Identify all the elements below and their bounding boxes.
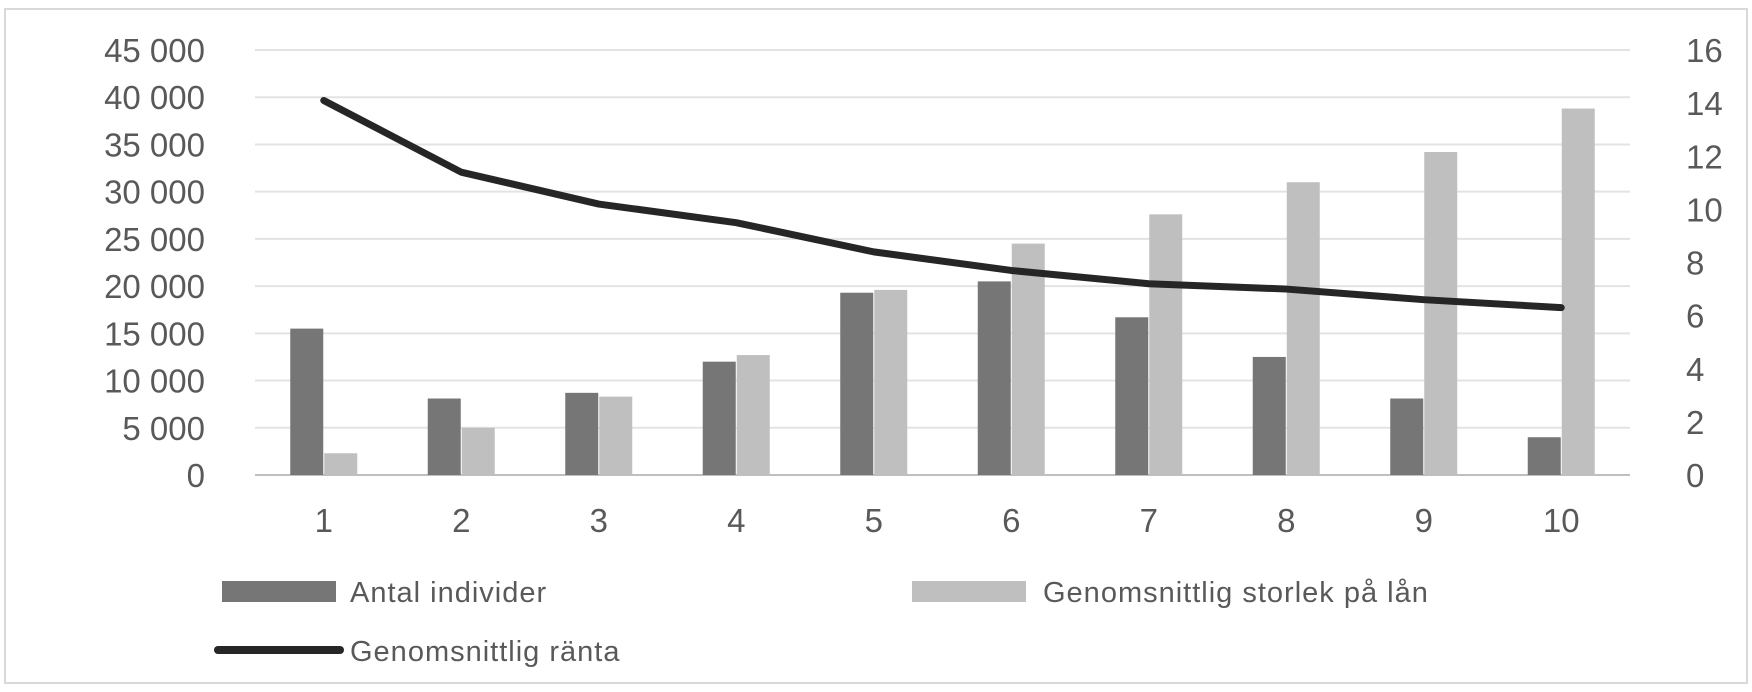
y-right-tick-label: 10 xyxy=(1686,191,1723,228)
y-right-tick-label: 4 xyxy=(1686,351,1704,388)
x-tick-label: 9 xyxy=(1415,502,1433,539)
bar-antal-individer xyxy=(427,398,461,475)
x-tick-label: 4 xyxy=(727,502,745,539)
y-left-tick-label: 0 xyxy=(187,457,205,494)
bar-genomsnittlig-storlek xyxy=(324,453,358,475)
legend-label-antal-individer: Antal individer xyxy=(350,577,547,609)
legend-label-genomsnittlig-storlek: Genomsnittlig storlek på lån xyxy=(1043,577,1429,609)
y-right-tick-label: 6 xyxy=(1686,298,1704,335)
bar-antal-individer xyxy=(565,392,599,475)
y-right-tick-label: 16 xyxy=(1686,32,1723,69)
x-tick-label: 10 xyxy=(1543,502,1580,539)
bar-antal-individer xyxy=(977,281,1011,475)
line-genomsnittlig-ranta xyxy=(320,96,1565,312)
bar-genomsnittlig-storlek xyxy=(599,396,633,475)
bar-series xyxy=(290,108,1595,476)
y-left-tick-label: 30 000 xyxy=(104,174,205,211)
y-axis-right: 0 2 4 6 8 10 12 14 16 xyxy=(1686,32,1723,494)
y-left-tick-label: 10 000 xyxy=(104,363,205,400)
y-left-tick-label: 5 000 xyxy=(122,410,205,447)
bar-genomsnittlig-storlek xyxy=(1424,152,1458,475)
bar-genomsnittlig-storlek xyxy=(461,427,495,475)
line-series xyxy=(320,96,1565,312)
x-tick-label: 7 xyxy=(1140,502,1158,539)
x-tick-label: 5 xyxy=(865,502,883,539)
y-left-tick-label: 45 000 xyxy=(104,32,205,69)
x-axis: 1 2 3 4 5 6 7 8 9 10 xyxy=(315,502,1580,539)
x-tick-label: 8 xyxy=(1277,502,1295,539)
legend-swatch-genomsnittlig-storlek xyxy=(912,581,1026,602)
bar-antal-individer xyxy=(702,361,736,475)
bar-genomsnittlig-storlek xyxy=(874,289,908,475)
bar-antal-individer xyxy=(1252,356,1286,475)
y-left-tick-label: 15 000 xyxy=(104,315,205,352)
legend-label-genomsnittlig-ranta: Genomsnittlig ränta xyxy=(350,636,620,668)
x-tick-label: 3 xyxy=(590,502,608,539)
y-right-tick-label: 2 xyxy=(1686,404,1704,441)
bar-genomsnittlig-storlek xyxy=(1561,108,1595,476)
y-axis-left: 0 5 000 10 000 15 000 20 000 25 000 30 000 35 0… xyxy=(104,32,205,494)
y-right-tick-label: 12 xyxy=(1686,138,1723,175)
x-tick-label: 2 xyxy=(452,502,470,539)
y-left-tick-label: 20 000 xyxy=(104,268,205,305)
bar-genomsnittlig-storlek xyxy=(1149,214,1183,476)
y-left-tick-label: 40 000 xyxy=(104,79,205,116)
y-right-tick-label: 8 xyxy=(1686,245,1704,282)
bar-antal-individer xyxy=(1115,317,1149,475)
bar-genomsnittlig-storlek xyxy=(1011,243,1045,475)
y-right-tick-label: 0 xyxy=(1686,457,1704,494)
x-tick-label: 1 xyxy=(315,502,333,539)
bar-antal-individer xyxy=(840,292,874,475)
bar-genomsnittlig-storlek xyxy=(736,355,770,475)
legend-swatch-antal-individer xyxy=(222,581,336,602)
bar-antal-individer xyxy=(290,328,324,475)
y-right-tick-label: 14 xyxy=(1686,85,1723,122)
y-left-tick-label: 25 000 xyxy=(104,221,205,258)
x-tick-label: 6 xyxy=(1002,502,1020,539)
bar-antal-individer xyxy=(1390,398,1424,475)
bar-antal-individer xyxy=(1527,437,1561,475)
legend: Antal individer Genomsnittlig storlek på… xyxy=(214,577,1429,668)
y-left-tick-label: 35 000 xyxy=(104,126,205,163)
bar-genomsnittlig-storlek xyxy=(1286,182,1320,475)
